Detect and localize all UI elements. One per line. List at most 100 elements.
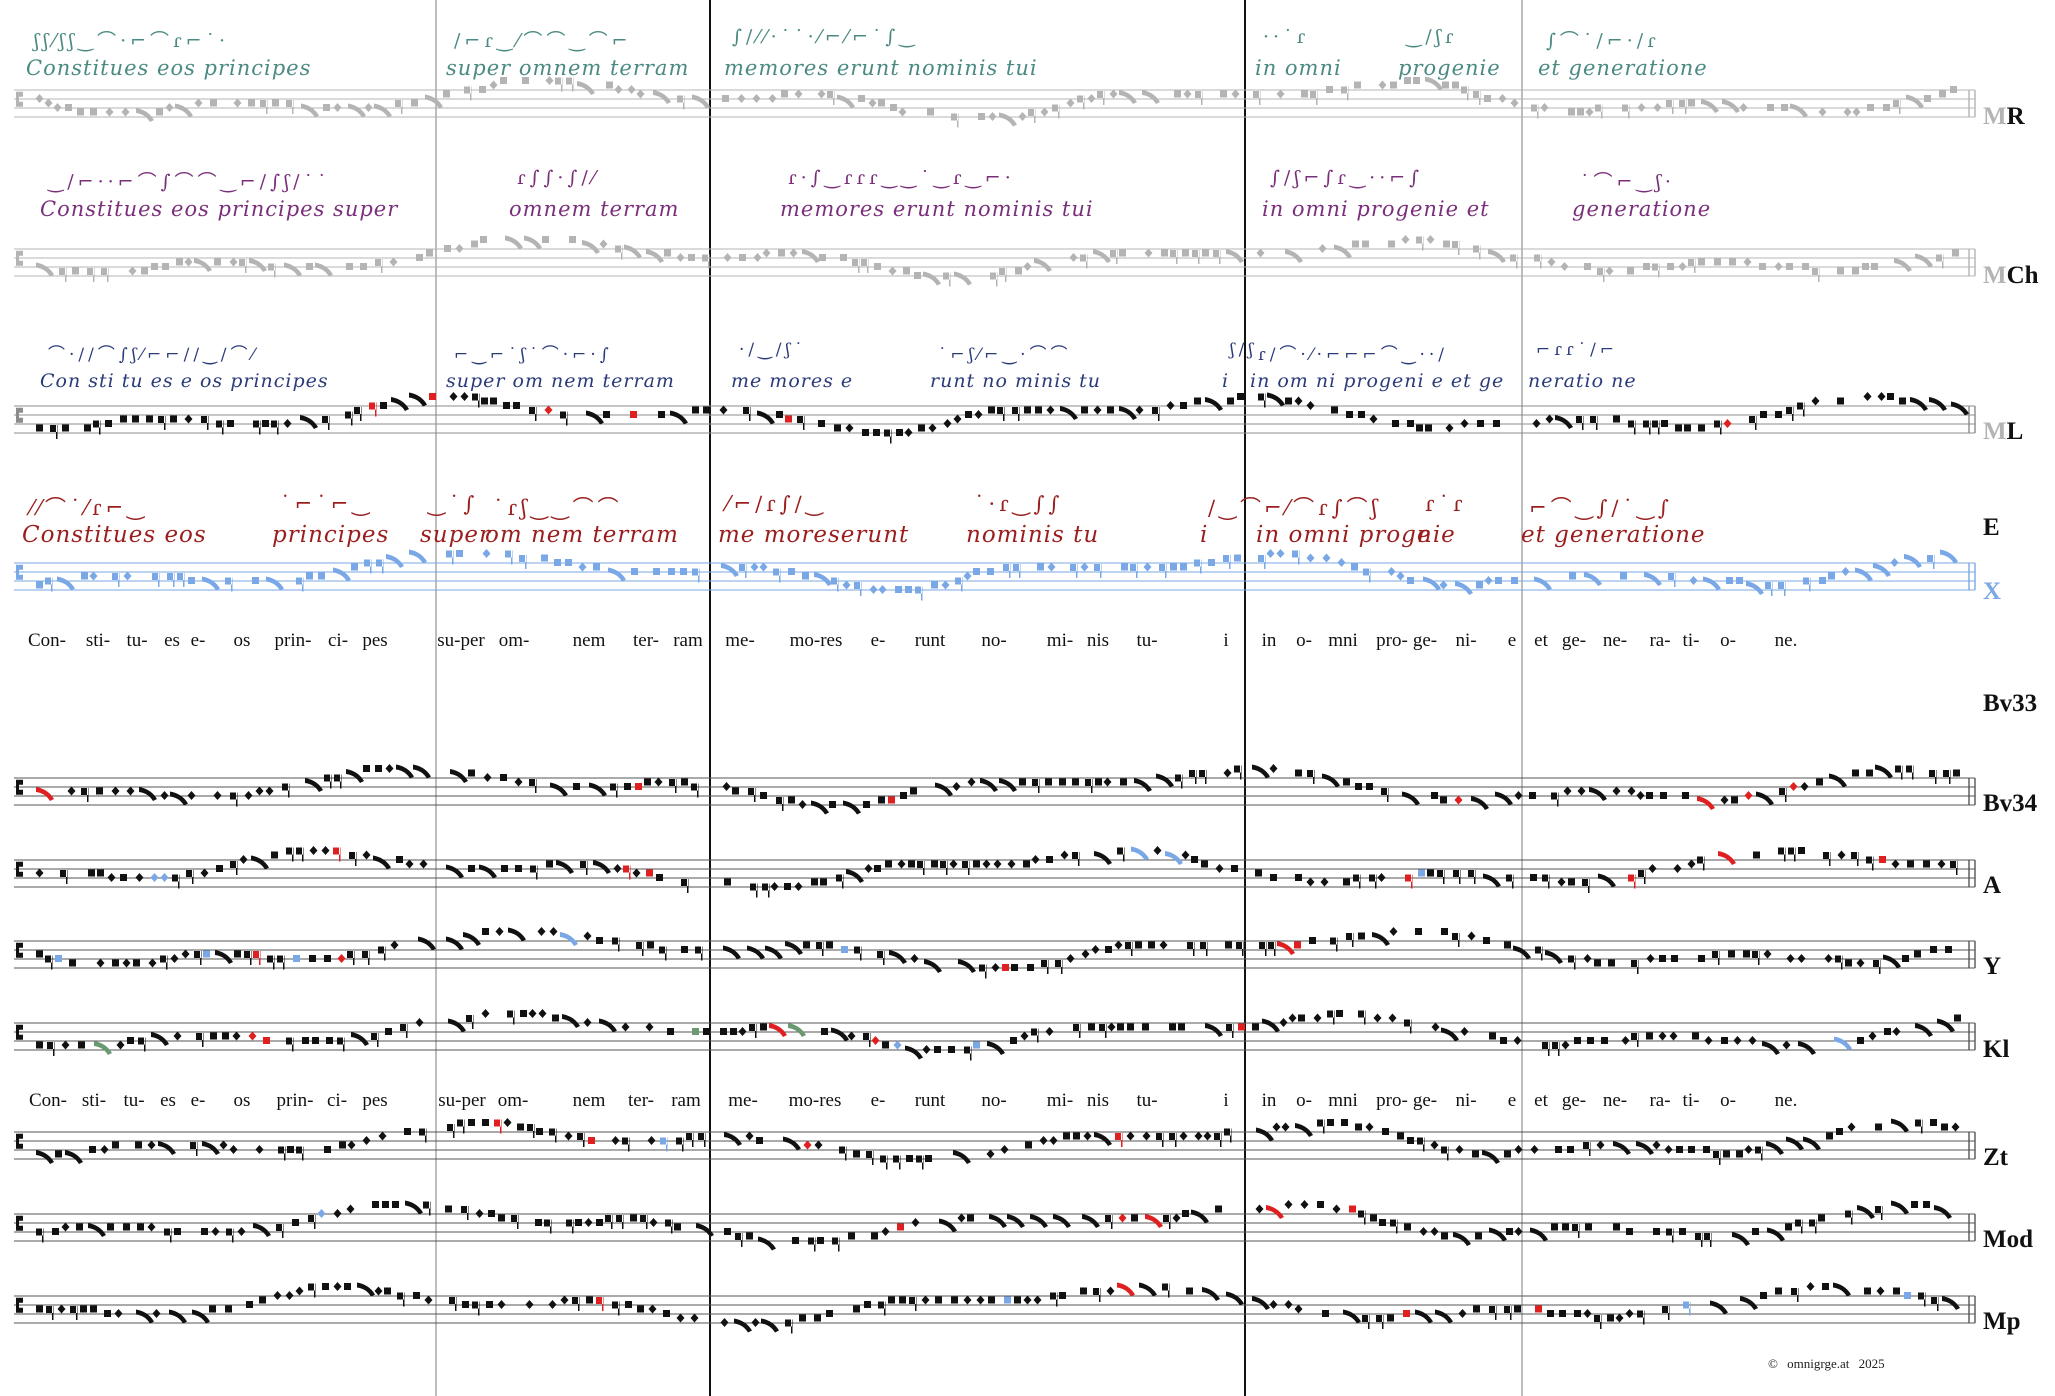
virga-neume xyxy=(566,77,574,92)
punctum-neume xyxy=(375,765,382,772)
virga-neume xyxy=(226,1228,234,1243)
rhombus-neume xyxy=(814,1140,823,1150)
rhombus-neume xyxy=(1786,954,1795,963)
punctum-neume xyxy=(1852,267,1859,275)
punctum-neume xyxy=(826,941,833,949)
punctum-neume xyxy=(1887,393,1894,400)
punctum-neume xyxy=(760,792,767,799)
rhombus-neume xyxy=(333,1282,342,1291)
rhombus-neume xyxy=(1281,1122,1290,1132)
rhombus-neume xyxy=(1276,89,1285,99)
punctum-neume xyxy=(203,950,210,958)
porrectus-neume xyxy=(1007,1214,1025,1228)
punctum-neume xyxy=(732,787,739,795)
rhombus-neume xyxy=(1109,89,1118,99)
punctum-neume xyxy=(1852,769,1859,777)
rhombus-neume xyxy=(1585,107,1594,117)
porrectus-neume xyxy=(202,576,220,591)
porrectus-neume xyxy=(1034,258,1052,272)
virga-neume xyxy=(1597,268,1605,282)
manuscript-text-mr: et generatione xyxy=(1538,56,1708,80)
punctum-neume xyxy=(214,258,221,266)
rhombus-neume xyxy=(248,1031,257,1041)
punctum-neume xyxy=(1568,108,1575,116)
rhombus-neume xyxy=(229,1145,238,1154)
porrectus-neume xyxy=(1746,581,1764,595)
punctum-neume xyxy=(1081,406,1088,414)
punctum-neume xyxy=(882,1041,889,1049)
virga-neume xyxy=(999,268,1007,282)
virga-neume xyxy=(979,964,987,979)
punctum-neume xyxy=(1798,847,1805,854)
punctum-neume xyxy=(210,99,217,107)
punctum-neume xyxy=(1336,1010,1343,1017)
rhombus-neume xyxy=(1583,954,1592,963)
punctum-neume xyxy=(123,1223,130,1231)
rhombus-neume xyxy=(1744,1145,1753,1154)
virga-neume xyxy=(1031,1028,1039,1043)
punctum-neume xyxy=(1594,959,1601,967)
rhombus-neume xyxy=(922,1045,931,1054)
punctum-neume xyxy=(1759,263,1766,270)
rhombus-neume xyxy=(991,963,1000,972)
rhombus-neume xyxy=(475,1209,484,1218)
porrectus-neume xyxy=(1145,1214,1163,1228)
punctum-neume xyxy=(1059,778,1066,786)
punctum-neume xyxy=(1587,1037,1594,1044)
punctum-neume xyxy=(647,941,654,949)
porrectus-neume xyxy=(1710,1300,1728,1315)
punctum-neume xyxy=(170,415,177,423)
rhombus-neume xyxy=(53,103,62,112)
punctum-neume xyxy=(1407,1137,1414,1144)
punctum-neume xyxy=(1027,964,1034,971)
rhombus-neume xyxy=(1066,954,1075,963)
virga-neume xyxy=(271,420,279,435)
punctum-neume xyxy=(1119,249,1126,257)
manuscript-text-mr: progenie xyxy=(1398,56,1501,80)
punctum-neume xyxy=(1366,783,1373,790)
virga-neume xyxy=(1224,1128,1232,1143)
rhombus-neume xyxy=(244,791,253,800)
rhombus-neume xyxy=(455,244,464,253)
virga-neume xyxy=(743,407,751,421)
rhombus-neume xyxy=(1087,94,1096,103)
punctum-neume xyxy=(656,874,663,881)
punctum-neume xyxy=(174,1228,181,1235)
punctum-neume xyxy=(36,1041,43,1049)
punctum-neume xyxy=(107,1223,114,1231)
virga-neume xyxy=(1504,1306,1512,1320)
punctum-neume xyxy=(293,955,300,962)
punctum-neume xyxy=(1237,393,1244,400)
witness-label-mch: MCh xyxy=(1983,262,2039,290)
porrectus-neume xyxy=(692,94,710,109)
lyric-syllable: es xyxy=(164,630,180,651)
punctum-neume xyxy=(1899,397,1906,405)
porrectus-neume xyxy=(1829,773,1847,788)
rhombus-neume xyxy=(121,107,130,117)
rhombus-neume xyxy=(614,85,623,94)
lyric-syllable: Con- xyxy=(28,630,66,651)
lyric-syllable: mi- xyxy=(1046,1090,1074,1111)
rhombus-neume xyxy=(1560,262,1569,271)
punctum-neume xyxy=(1327,1119,1334,1126)
rhombus-neume xyxy=(1256,248,1265,258)
lyric-syllable: pes xyxy=(362,630,388,651)
punctum-neume xyxy=(1626,1228,1633,1235)
porrectus-neume xyxy=(524,235,542,250)
virga-neume xyxy=(1346,933,1354,947)
porrectus-neume xyxy=(94,1041,112,1055)
punctum-neume xyxy=(62,424,69,432)
punctum-neume xyxy=(416,254,423,261)
virga-neume xyxy=(555,77,563,92)
rhombus-neume xyxy=(1467,931,1476,941)
porrectus-neume xyxy=(1285,249,1303,263)
rhombus-neume xyxy=(503,1118,512,1127)
punctum-neume xyxy=(471,240,478,248)
rhombus-neume xyxy=(1583,1309,1592,1318)
rhombus-neume xyxy=(337,954,346,963)
punctum-neume xyxy=(853,1305,860,1313)
rhombus-neume xyxy=(1387,567,1396,576)
virga-neume xyxy=(1631,1033,1639,1047)
punctum-neume xyxy=(1416,424,1423,432)
punctum-neume xyxy=(1095,778,1102,786)
